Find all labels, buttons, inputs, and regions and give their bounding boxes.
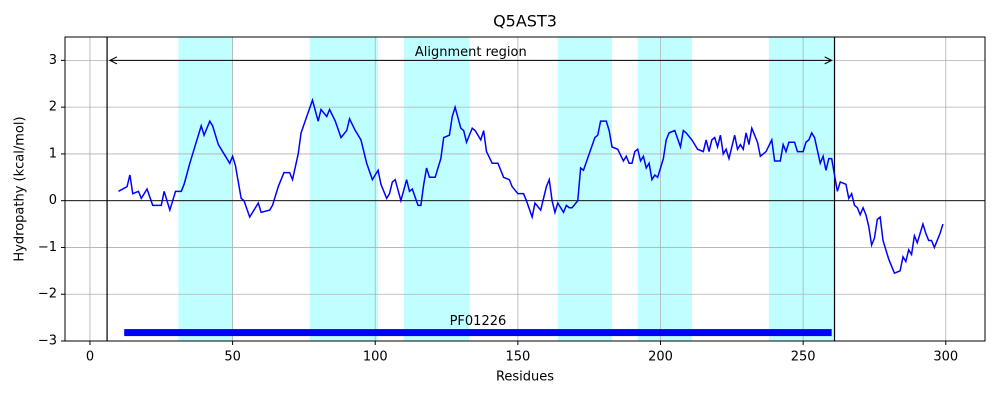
region: [178, 37, 233, 341]
arrow-head: [824, 56, 833, 65]
x-tick-label: 250: [791, 350, 816, 365]
y-tick-label: 3: [49, 53, 57, 68]
x-tick-label: 50: [224, 350, 241, 365]
chart-title: Q5AST3: [493, 12, 557, 31]
hydropathy-line: [118, 97, 944, 275]
y-tick-label: −3: [38, 334, 57, 349]
plot-frame: [64, 36, 986, 342]
y-tick-label: 2: [49, 100, 57, 115]
y-tick-label: −2: [38, 287, 57, 302]
x-tick-label: 150: [505, 350, 530, 365]
y-tick-label: 0: [49, 193, 57, 208]
region: [557, 37, 613, 341]
region: [403, 37, 470, 341]
domain-bar: [124, 329, 832, 337]
region: [768, 37, 835, 341]
region: [309, 37, 379, 341]
x-axis-label: Residues: [496, 370, 554, 385]
y-tick-label: 1: [49, 146, 57, 161]
y-tick-label: −1: [38, 240, 57, 255]
x-tick-label: 200: [648, 350, 673, 365]
x-tick-label: 100: [363, 350, 388, 365]
region: [637, 37, 692, 341]
x-tick-label: 0: [86, 350, 94, 365]
x-tick-label: 300: [933, 350, 958, 365]
domain-label: PF01226: [450, 314, 507, 329]
annotation-label: Alignment region: [415, 45, 527, 60]
arrow-head: [108, 56, 118, 65]
y-axis-label: Hydropathy (kcal/mol): [13, 116, 28, 261]
